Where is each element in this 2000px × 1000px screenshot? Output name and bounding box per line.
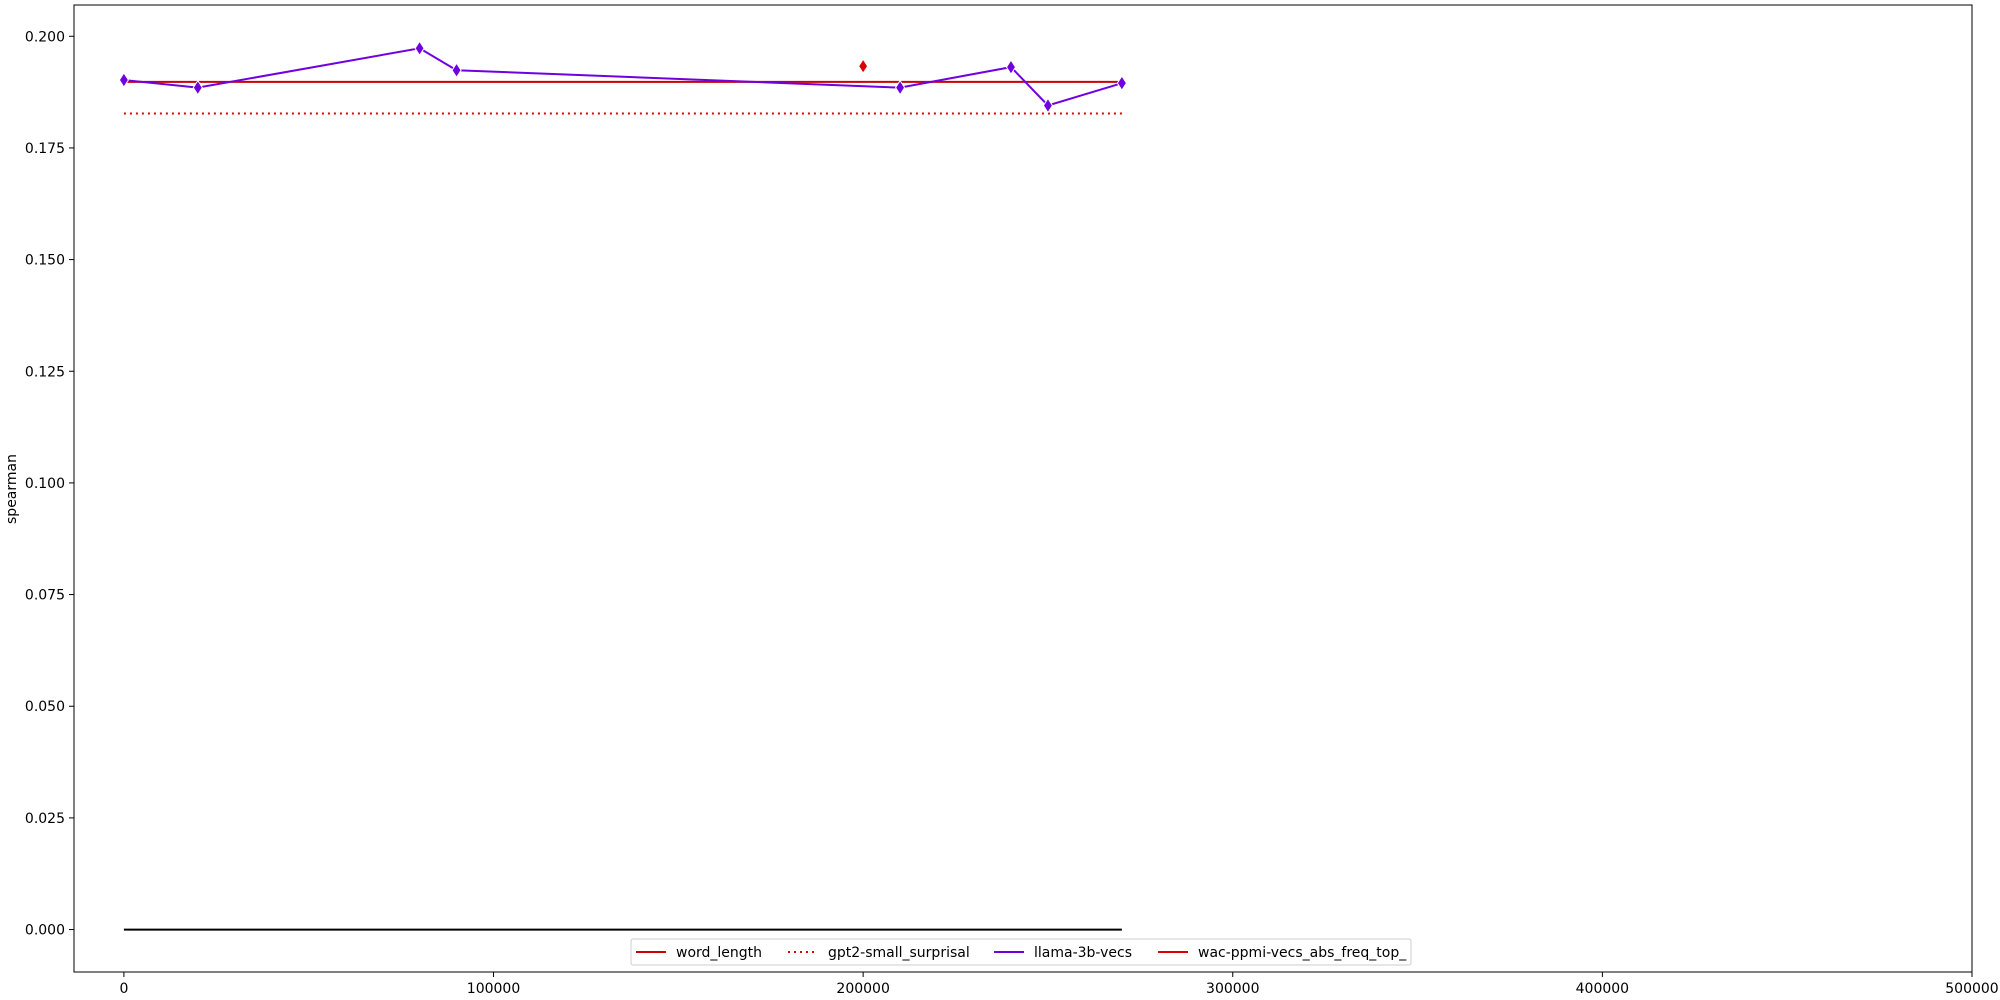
legend-label-word-length: word_length	[676, 945, 762, 961]
data-point-llama-3b-vecs	[1116, 75, 1127, 92]
y-axis-label: spearman	[4, 454, 20, 524]
data-point-llama-3b-vecs	[1005, 59, 1017, 76]
data-point-llama-3b-vecs	[451, 62, 462, 79]
legend-label-wac-ppmi-vecs-abs-freq-top: wac-ppmi-vecs_abs_freq_top_	[1198, 945, 1407, 961]
x-tick-label: 500000	[1945, 981, 1998, 997]
y-tick-label: 0.125	[25, 364, 65, 380]
x-tick-label: 100000	[467, 981, 520, 997]
y-tick-label: 0.175	[25, 141, 65, 157]
data-point-llama-3b-vecs	[895, 79, 906, 96]
data-point-llama-3b-vecs	[414, 40, 425, 57]
x-tick-label: 400000	[1576, 981, 1629, 997]
y-tick-label: 0.050	[25, 699, 65, 715]
data-point-llama-3b-vecs	[118, 72, 129, 88]
y-tick-label: 0.200	[25, 29, 65, 45]
y-tick-label: 0.100	[25, 476, 65, 492]
y-tick-label: 0.150	[25, 253, 65, 269]
legend-label-gpt2-small-surprisal: gpt2-small_surprisal	[828, 945, 970, 961]
y-tick-label: 0.025	[25, 811, 65, 827]
x-tick-label: 0	[119, 981, 128, 997]
legend-label-llama-3b-vecs: llama-3b-vecs	[1034, 945, 1132, 961]
series-line-llama-3b-vecs	[123, 47, 1123, 107]
legend: word_length gpt2-small_surprisal llama-3b-…	[630, 938, 1412, 966]
x-tick-label: 200000	[836, 981, 889, 997]
data-point-llama-3b-vecs	[192, 79, 203, 96]
x-tick-label: 300000	[1206, 981, 1259, 997]
plot-frame	[73, 4, 1973, 973]
data-point-wac-ppmi-vecs-abs-freq-top	[858, 58, 869, 75]
x-axis: 0 100000 200000 300000 400000 500000	[119, 972, 1999, 997]
y-tick-label: 0.075	[25, 588, 65, 604]
data-point-llama-3b-vecs	[1042, 97, 1054, 114]
series-layer	[118, 40, 1127, 931]
y-axis: 0.000 0.025 0.050 0.075 0.100 0.125 0.150 0.175…	[25, 29, 74, 939]
y-tick-label: 0.000	[25, 923, 65, 939]
